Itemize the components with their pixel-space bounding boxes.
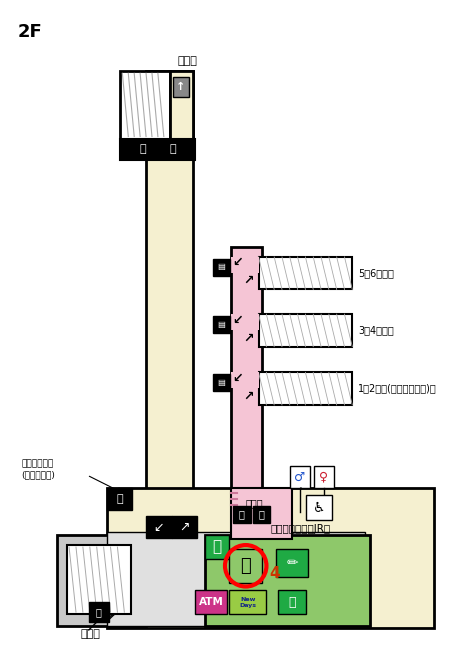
Bar <box>228 549 262 583</box>
Bar <box>67 545 131 614</box>
Bar <box>252 505 270 524</box>
Text: 5，6番線へ: 5，6番線へ <box>358 268 393 278</box>
Bar <box>258 372 352 405</box>
Bar <box>205 535 369 626</box>
Bar <box>230 372 258 388</box>
Bar <box>169 72 193 138</box>
Bar <box>305 495 331 520</box>
Text: 西口へ: 西口へ <box>177 55 197 66</box>
Bar <box>120 138 195 160</box>
Bar <box>230 314 258 330</box>
Bar <box>57 535 146 626</box>
Text: ✋: ✋ <box>258 509 264 520</box>
Bar <box>106 532 364 626</box>
Text: ♀: ♀ <box>318 471 328 484</box>
Text: ♿: ♿ <box>312 501 324 514</box>
Text: ▤: ▤ <box>217 262 224 271</box>
Bar <box>172 516 197 538</box>
Text: 🚶: 🚶 <box>169 144 176 155</box>
Text: 指: 指 <box>212 540 221 555</box>
Text: ↗: ↗ <box>243 331 253 344</box>
Text: ✋: ✋ <box>238 509 244 520</box>
Bar <box>230 247 262 492</box>
Bar <box>89 602 108 622</box>
Text: ▤: ▤ <box>217 378 224 387</box>
Text: 東口へ: 東口へ <box>81 629 101 639</box>
Bar <box>212 316 229 333</box>
Bar <box>212 259 229 276</box>
Bar <box>146 72 193 491</box>
Bar <box>195 591 227 614</box>
Text: ↙: ↙ <box>153 521 164 534</box>
Text: ↗: ↗ <box>243 274 253 287</box>
Text: ↙: ↙ <box>232 256 243 269</box>
Bar <box>230 257 258 273</box>
Text: 🏧: 🏧 <box>96 607 101 617</box>
Bar <box>172 78 189 97</box>
Bar <box>289 466 309 488</box>
Text: (青い森鉄道): (青い森鉄道) <box>22 471 56 479</box>
Text: ♂: ♂ <box>294 471 305 484</box>
Bar <box>146 516 172 538</box>
Text: 1，2番線(青い森鉄道線)へ: 1，2番線(青い森鉄道線)へ <box>358 383 436 394</box>
Text: 2F: 2F <box>18 23 42 41</box>
Bar <box>106 488 433 628</box>
Text: ↙: ↙ <box>232 314 243 327</box>
Text: 🗄: 🗄 <box>240 557 251 575</box>
Text: ATM: ATM <box>198 597 223 607</box>
Text: ↑: ↑ <box>176 82 185 92</box>
Text: ✏: ✏ <box>286 556 297 570</box>
Bar <box>313 466 333 488</box>
Bar <box>230 488 292 539</box>
Bar <box>212 374 229 391</box>
Bar <box>258 314 352 347</box>
Bar <box>258 257 352 289</box>
Text: きっぷうりば（JR）: きっぷうりば（JR） <box>270 524 330 534</box>
Text: ▤: ▤ <box>217 319 224 329</box>
Bar <box>228 591 266 614</box>
Bar <box>205 535 228 559</box>
Text: ↙: ↙ <box>232 372 243 385</box>
Bar <box>106 488 132 510</box>
Text: 精算所: 精算所 <box>245 497 263 508</box>
Bar <box>278 591 305 614</box>
Text: 3，4番線へ: 3，4番線へ <box>358 325 393 335</box>
Text: 🎫: 🎫 <box>116 494 122 504</box>
Text: New
Days: New Days <box>239 597 256 608</box>
Text: 🚶: 🚶 <box>140 144 146 155</box>
Bar <box>276 549 307 576</box>
Text: ↗: ↗ <box>179 521 189 534</box>
Text: ↗: ↗ <box>243 389 253 402</box>
Bar <box>120 72 169 138</box>
Bar <box>233 505 250 524</box>
Text: きっぷうりば: きっぷうりば <box>22 460 54 469</box>
Text: 4: 4 <box>268 566 279 581</box>
Text: 🔖: 🔖 <box>288 596 295 609</box>
